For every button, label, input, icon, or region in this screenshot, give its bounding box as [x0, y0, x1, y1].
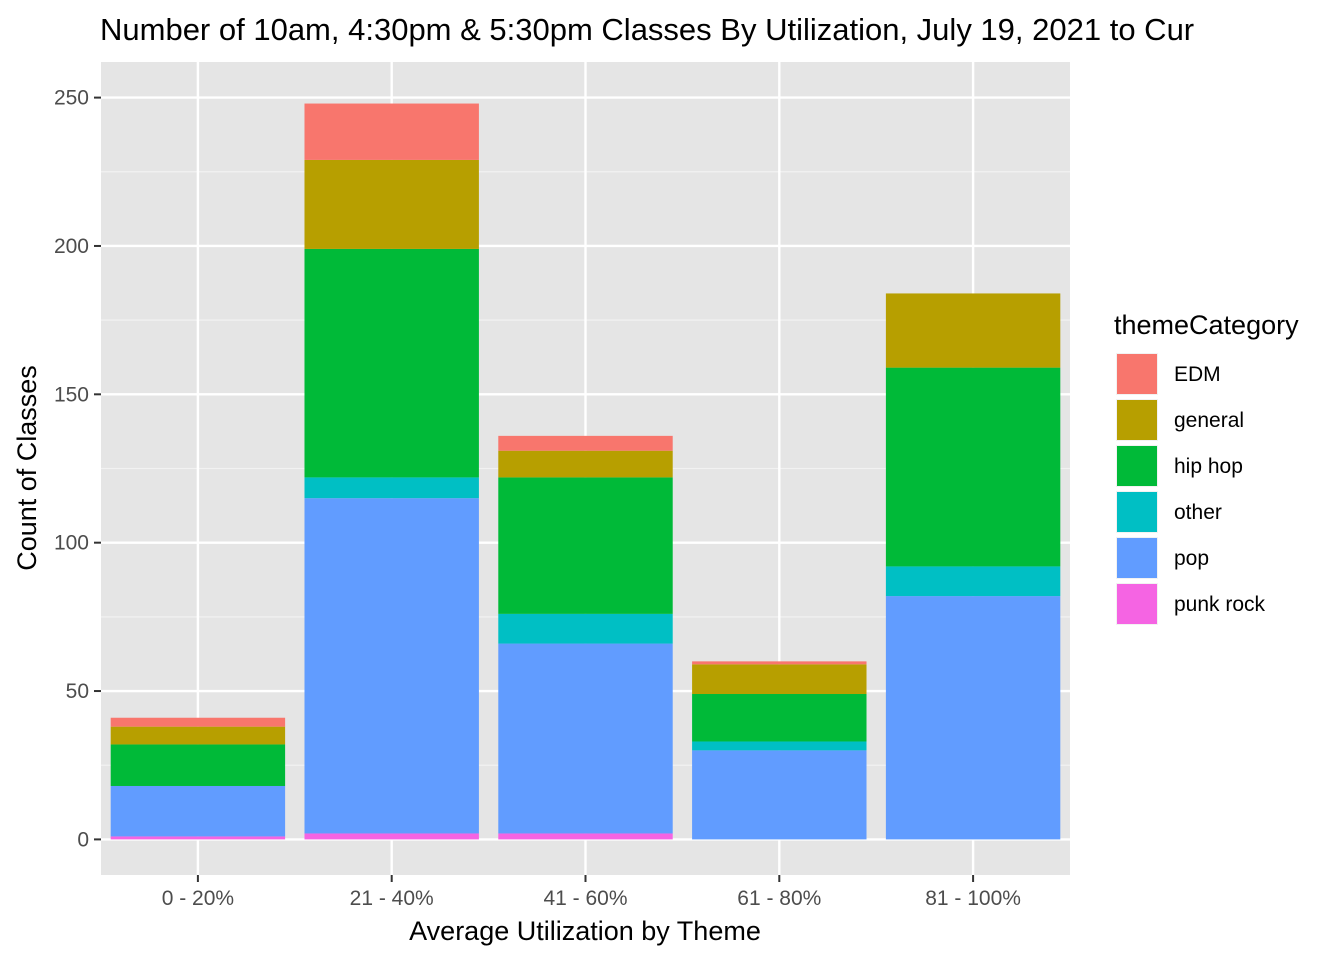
bar-segment-edm: [498, 435, 673, 451]
bar-segment-hip-hop: [110, 744, 286, 786]
legend-key-other: [1117, 492, 1157, 532]
bar-segment-general: [498, 450, 673, 478]
y-tick-label: 150: [54, 383, 89, 406]
bar-segment-edm: [304, 103, 479, 160]
bar-segment-hip-hop: [304, 248, 479, 478]
legend-key-pop: [1117, 538, 1157, 578]
bar-segment-pop: [885, 596, 1061, 840]
bar-segment-general: [110, 726, 286, 745]
legend-label-hip-hop: hip hop: [1174, 455, 1243, 478]
bar-segment-hip-hop: [498, 477, 673, 614]
legend: themeCategory EDM general hip hop other pop p…: [1114, 310, 1299, 625]
legend-label-other: other: [1174, 501, 1222, 524]
bar-segment-general: [692, 664, 867, 695]
bar-segment-pop: [304, 498, 479, 834]
y-tick-label: 100: [54, 532, 89, 555]
legend-label-punk-rock: punk rock: [1174, 593, 1266, 616]
bars: [110, 103, 1061, 840]
bar-segment-other: [498, 613, 673, 644]
bar-segment-other: [692, 741, 867, 751]
x-tick-label: 21 - 40%: [350, 887, 434, 910]
bar-segment-hip-hop: [885, 367, 1061, 567]
y-axis: 0 50 100 150 200 250: [54, 87, 101, 851]
legend-title: themeCategory: [1114, 310, 1299, 340]
legend-label-general: general: [1174, 409, 1244, 432]
bar-segment-pop: [110, 785, 286, 837]
y-tick-label: 200: [54, 235, 89, 258]
legend-label-pop: pop: [1174, 547, 1209, 570]
chart-title: Number of 10am, 4:30pm & 5:30pm Classes …: [100, 12, 1194, 47]
legend-key-punk-rock: [1117, 584, 1157, 624]
bar-segment-punk-rock: [304, 833, 479, 840]
bar-segment-punk-rock: [110, 836, 286, 840]
x-tick-label: 81 - 100%: [925, 887, 1021, 910]
legend-key-hip-hop: [1117, 446, 1157, 486]
y-tick-label: 50: [66, 680, 89, 703]
bar-segment-edm: [692, 661, 867, 665]
bar-segment-other: [885, 566, 1061, 597]
bar-segment-other: [304, 477, 479, 499]
x-tick-label: 0 - 20%: [162, 887, 234, 910]
x-tick-label: 41 - 60%: [543, 887, 627, 910]
bar-segment-general: [885, 293, 1061, 368]
bar-segment-pop: [498, 643, 673, 834]
legend-label-edm: EDM: [1174, 363, 1221, 386]
x-axis: 0 - 20% 21 - 40% 41 - 60% 61 - 80% 81 - 100%: [162, 875, 1021, 910]
x-tick-label: 61 - 80%: [737, 887, 821, 910]
x-axis-title: Average Utilization by Theme: [409, 916, 761, 946]
legend-key-general: [1117, 400, 1157, 440]
bar-segment-edm: [110, 717, 286, 727]
y-tick-label: 250: [54, 87, 89, 110]
y-axis-title: Count of Classes: [12, 365, 42, 571]
y-tick-label: 0: [77, 828, 89, 851]
bar-segment-punk-rock: [498, 833, 673, 840]
bar-segment-pop: [692, 750, 867, 840]
bar-segment-general: [304, 159, 479, 249]
bar-segment-hip-hop: [692, 694, 867, 742]
legend-key-edm: [1117, 354, 1157, 394]
